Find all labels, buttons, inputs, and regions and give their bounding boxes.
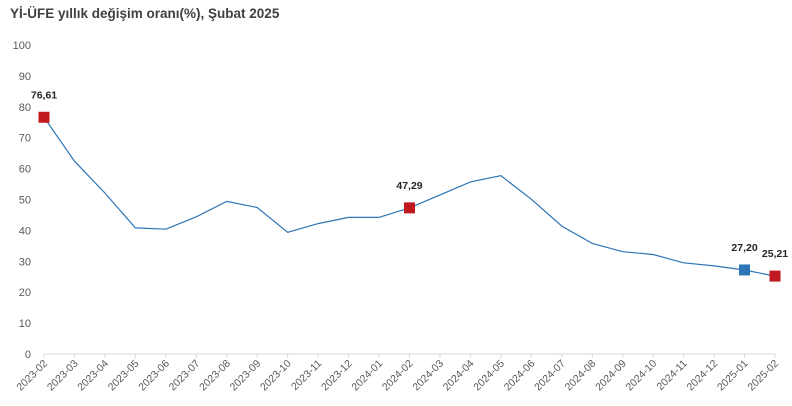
x-tick-label: 2023-04	[75, 358, 111, 394]
x-tick-label: 2024-12	[684, 358, 720, 394]
x-tick-label: 2023-08	[197, 358, 233, 394]
x-axis: 2023-022023-032023-042023-052023-062023-…	[14, 354, 781, 393]
x-tick-label: 2023-07	[167, 358, 203, 394]
y-tick-label: 80	[19, 102, 31, 114]
data-point-marker	[404, 202, 415, 214]
x-tick-label: 2024-09	[593, 358, 629, 394]
y-tick-label: 20	[19, 287, 31, 299]
y-tick-label: 40	[19, 225, 31, 237]
x-tick-label: 2023-06	[136, 358, 172, 394]
y-axis: 0 10 20 30 40 50 60 70 80 90 100	[13, 40, 31, 361]
x-tick-label: 2023-09	[228, 358, 264, 394]
data-point-marker	[739, 264, 751, 276]
data-label: 47,29	[396, 180, 422, 192]
data-label: 76,61	[31, 89, 57, 101]
y-tick-label: 100	[13, 40, 31, 52]
x-tick-label: 2024-04	[441, 358, 477, 394]
y-tick-label: 0	[25, 349, 31, 361]
y-tick-label: 70	[19, 133, 31, 145]
y-tick-label: 90	[19, 71, 31, 83]
x-tick-label: 2024-10	[624, 358, 660, 394]
data-point-marker	[769, 270, 781, 282]
y-tick-label: 60	[19, 164, 31, 176]
x-tick-label: 2023-12	[319, 358, 355, 394]
x-tick-label: 2025-02	[745, 358, 781, 394]
x-tick-label: 2023-03	[45, 358, 81, 394]
x-tick-label: 2024-02	[380, 358, 416, 394]
x-tick-label: 2024-08	[563, 358, 599, 394]
y-tick-label: 30	[19, 256, 31, 268]
y-tick-label: 50	[19, 195, 31, 207]
x-tick-label: 2023-10	[258, 358, 294, 394]
x-tick-label: 2024-06	[502, 358, 538, 394]
data-point-marker	[38, 111, 50, 123]
chart-title: Yİ-ÜFE yıllık değişim oranı(%), Şubat 20…	[10, 6, 280, 21]
x-tick-label: 2023-02	[14, 358, 50, 394]
x-tick-label: 2024-11	[655, 358, 690, 393]
x-tick-label: 2023-11	[289, 358, 324, 393]
x-tick-label: 2025-01	[715, 358, 751, 394]
data-label: 25,21	[762, 248, 788, 260]
series-line	[43, 116, 776, 277]
x-tick-label: 2024-03	[410, 358, 446, 394]
x-tick-label: 2023-05	[106, 358, 142, 394]
data-label: 27,20	[731, 242, 757, 254]
x-tick-label: 2024-07	[532, 358, 568, 394]
y-tick-label: 10	[19, 318, 31, 330]
x-tick-label: 2024-05	[471, 358, 507, 394]
x-tick-label: 2024-01	[349, 358, 385, 394]
highlight-markers: 76,61 47,29 27,20 25,21	[31, 89, 788, 282]
